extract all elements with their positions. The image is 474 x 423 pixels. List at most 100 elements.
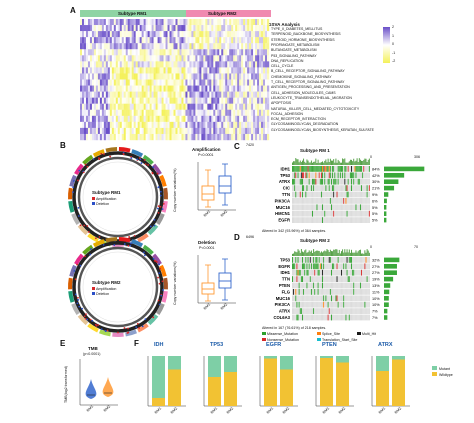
- mutation-cell: [303, 314, 305, 321]
- heatmap-cell: [131, 49, 134, 56]
- heatmap-cell: [105, 85, 109, 92]
- mutation-cell: [327, 198, 329, 204]
- cnv-point: [74, 278, 77, 281]
- mutation-cell: [300, 289, 302, 295]
- mutation-cell: [325, 217, 327, 223]
- heatmap-cell: [135, 85, 138, 92]
- heatmap-cell: [135, 109, 138, 116]
- mutation-cell: [364, 178, 366, 185]
- cnv-point: [129, 244, 132, 247]
- heatmap-cell: [185, 85, 188, 92]
- gene-label: MUC16: [276, 205, 291, 210]
- mutation-cell: [334, 282, 336, 289]
- heatmap-cell: [205, 133, 208, 141]
- heatmap-cell: [205, 121, 208, 129]
- mutation-cell: [344, 295, 346, 302]
- mutation-cell: [308, 166, 310, 172]
- heatmap-cell: [263, 91, 266, 98]
- mutation-cell: [300, 210, 302, 217]
- heatmap-cell: [191, 133, 194, 141]
- heatmap-cell: [117, 55, 120, 62]
- heatmap-cell: [175, 31, 178, 38]
- mutation-cell: [355, 185, 357, 191]
- heatmap-cell: [257, 55, 260, 62]
- mutation-cell: [352, 295, 354, 302]
- heatmap-cell: [115, 67, 118, 74]
- mutation-cell: [337, 166, 339, 172]
- heatmap-cell: [253, 49, 256, 56]
- heatmap-cell: [193, 85, 196, 92]
- cnv-point: [76, 263, 78, 266]
- heatmap-cell: [101, 37, 105, 44]
- heatmap-cell: [107, 127, 111, 135]
- mutation-cell: [364, 301, 366, 308]
- heatmap-cell: [145, 67, 148, 74]
- mutation-cell: [292, 269, 293, 276]
- mutation-cell: [342, 204, 344, 211]
- heatmap-cell: [155, 73, 158, 80]
- heatmap-cell: [83, 91, 87, 98]
- heatmap-cell: [217, 73, 220, 80]
- heatmap-cell: [137, 55, 140, 62]
- heatmap-cell: [213, 109, 216, 116]
- heatmap-cell: [223, 73, 226, 80]
- heatmap-cell: [197, 103, 200, 110]
- gene-percent: 32%: [372, 258, 380, 262]
- mutation-cell: [356, 191, 358, 198]
- heatmap-cell: [109, 73, 113, 80]
- heatmap-cell: [231, 121, 234, 129]
- heatmap-cell: [141, 73, 144, 80]
- mutation-cell: [314, 263, 316, 270]
- mutation-cell: [362, 263, 364, 270]
- heatmap-cell: [197, 121, 200, 129]
- mutation-cell: [317, 314, 319, 321]
- box: [218, 175, 232, 194]
- tmb-bar: [312, 253, 313, 256]
- heatmap-cell: [157, 103, 160, 110]
- tmb-bar: [310, 250, 312, 256]
- heatmap-cell: [99, 109, 103, 116]
- heatmap-cell: [237, 115, 240, 123]
- heatmap-cell: [91, 103, 95, 110]
- heatmap-cell: [101, 67, 105, 74]
- mutation-cell: [331, 198, 332, 204]
- heatmap-cell: [253, 43, 256, 50]
- mutation-cell: [349, 166, 351, 172]
- heatmap-cell: [111, 115, 115, 123]
- mutation-cell: [326, 210, 328, 217]
- heatmap-cell: [107, 115, 111, 123]
- heatmap-cell: [89, 127, 93, 135]
- mutation-cell: [326, 295, 328, 302]
- heatmap-cell: [241, 115, 244, 123]
- heatmap-cell: [183, 91, 186, 98]
- mutation-cell: [362, 257, 364, 263]
- mutation-cell: [296, 314, 298, 321]
- mutation-cell: [333, 289, 335, 295]
- heatmap-cell: [133, 109, 136, 116]
- mutation-cell: [307, 198, 309, 204]
- heatmap-cell: [169, 133, 172, 141]
- mutation-cell: [297, 263, 299, 270]
- heatmap-cell: [249, 127, 252, 135]
- heatmap-cell: [263, 79, 266, 86]
- mutation-cell: [333, 301, 335, 308]
- heatmap-cell: [163, 43, 166, 50]
- heatmap-cell: [177, 43, 180, 50]
- heatmap-cell: [103, 37, 107, 44]
- mutation-cell: [339, 308, 341, 314]
- mutation-cell: [322, 178, 323, 185]
- heatmap-cell: [261, 115, 264, 123]
- heatmap-cell: [243, 91, 246, 98]
- heatmap-cell: [179, 73, 182, 80]
- heatmap-cell: [179, 97, 182, 104]
- heatmap-cell: [243, 115, 246, 123]
- heatmap-cell: [171, 25, 174, 32]
- heatmap-cell: [99, 37, 103, 44]
- heatmap-cell: [93, 133, 97, 141]
- heatmap-cell: [103, 103, 107, 110]
- cnv-point: [158, 263, 160, 266]
- mutation-cell: [314, 276, 316, 282]
- mutation-cell: [326, 289, 328, 295]
- heatmap-cell: [147, 25, 150, 32]
- heatmap-cell: [257, 115, 260, 123]
